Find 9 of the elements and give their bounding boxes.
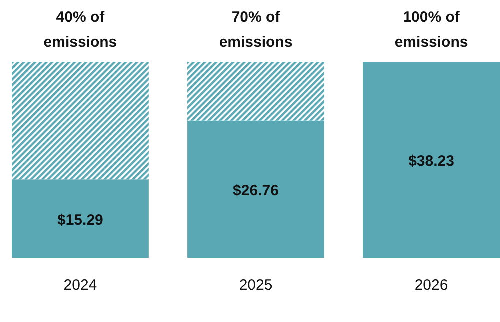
x-tick-label: 2026 xyxy=(414,277,448,294)
x-tick-label: 2024 xyxy=(64,277,98,294)
data-label: $38.23 xyxy=(408,153,454,170)
data-label: $26.76 xyxy=(233,182,279,200)
data-label: $15.29 xyxy=(58,212,104,229)
text: 70% of emissions xyxy=(219,9,293,51)
text: 100% of emissions xyxy=(394,9,468,51)
text: 40% of emissions xyxy=(44,9,118,51)
x-tick-label: 2025 xyxy=(239,277,273,294)
